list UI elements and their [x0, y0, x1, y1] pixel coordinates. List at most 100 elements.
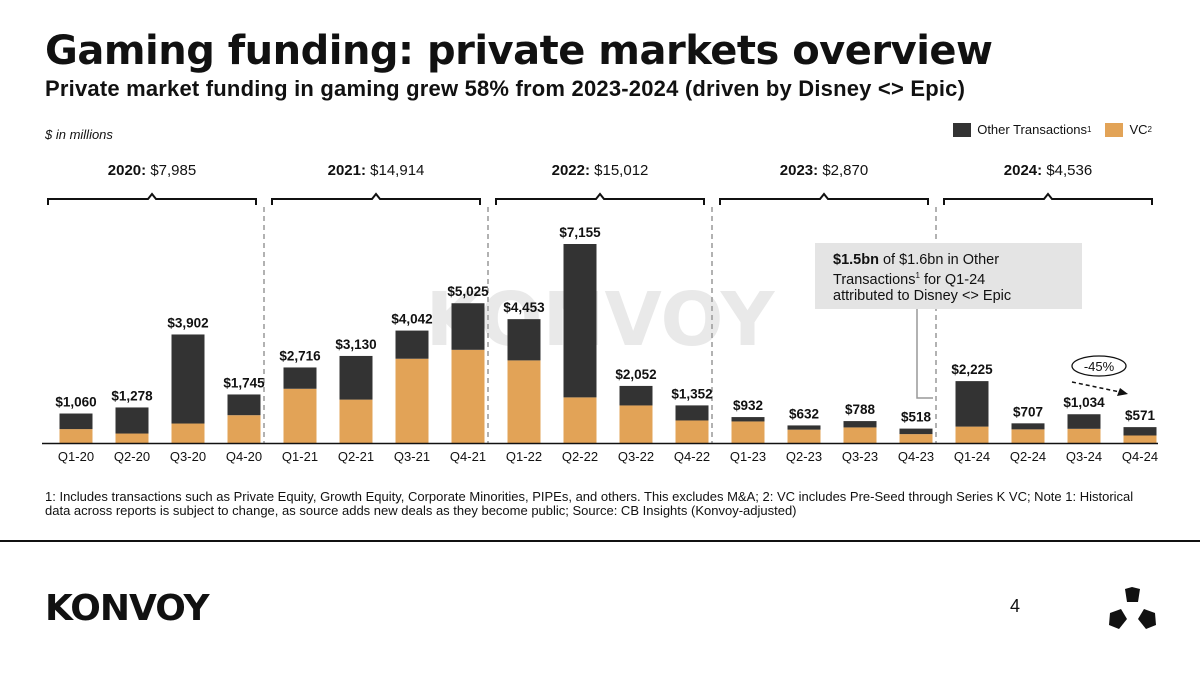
pct-annotation-oval — [1071, 355, 1127, 377]
year-bracket — [47, 192, 257, 205]
page-subtitle: Private market funding in gaming grew 58… — [45, 76, 966, 101]
legend-other-swatch — [953, 122, 972, 137]
bar-other-q3-21 — [395, 330, 429, 359]
total-label: $788 — [845, 402, 876, 417]
bar-vc-q3-21 — [395, 358, 429, 443]
total-label: $4,453 — [503, 300, 545, 315]
callout-text-1: of $1.6bn in Other — [878, 252, 1000, 268]
x-tick-label: Q2-21 — [338, 449, 374, 464]
funding-chart: KONVOY Q1-20 Q2-20 Q3-20 Q4-20 Q1-21 Q2-21 Q3-… — [42, 162, 1158, 464]
bar-other-q2-22 — [563, 244, 597, 398]
year-label-total: $2,870 — [818, 162, 868, 179]
bar-vc-q3-23 — [843, 427, 877, 443]
bar-vc-q1-21 — [283, 388, 317, 443]
bar-other-q3-22 — [619, 385, 653, 406]
legend-other-sup: 1 — [1087, 125, 1092, 134]
legend-vc-swatch — [1105, 122, 1124, 137]
year-label-year: 2023: — [780, 162, 818, 179]
bar-other-q1-21 — [283, 367, 317, 389]
total-label: $5,025 — [447, 284, 489, 299]
bar-vc-q3-22 — [619, 405, 653, 443]
year-label: 2024: $4,536 — [1004, 162, 1092, 179]
bar-vc-q4-22 — [675, 420, 709, 443]
x-tick-label: Q3-22 — [618, 449, 654, 464]
konvoy-mark-icon — [1109, 587, 1156, 629]
pct-annotation-arrowhead — [1117, 388, 1128, 396]
year-label-total: $7,985 — [146, 162, 196, 179]
callout-text-3: for Q1-24 — [919, 271, 986, 288]
x-tick-label: Q2-20 — [114, 449, 150, 464]
total-label: $571 — [1125, 408, 1156, 423]
bar-vc-q3-24 — [1067, 428, 1101, 443]
footer-rule — [0, 540, 1200, 542]
year-label: 2021: $14,914 — [328, 162, 425, 179]
year-label: 2023: $2,870 — [780, 162, 868, 179]
bar-vc-q4-24 — [1123, 435, 1157, 443]
total-label: $1,034 — [1063, 395, 1105, 410]
x-tick-label: Q1-20 — [58, 449, 94, 464]
total-label: $632 — [789, 406, 819, 421]
bar-other-q1-23 — [731, 417, 765, 422]
legend-vc: VC 2 — [1105, 122, 1152, 137]
bar-vc-q4-21 — [451, 349, 485, 443]
footnote: 1: Includes transactions such as Private… — [45, 489, 1134, 518]
page-number: 4 — [1010, 596, 1021, 616]
year-brackets — [47, 192, 1153, 205]
bar-other-q2-23 — [787, 425, 821, 430]
bar-vc-q2-24 — [1011, 429, 1045, 443]
x-tick-label: Q4-20 — [226, 449, 262, 464]
year-bracket — [271, 192, 481, 205]
bar-vc-q1-22 — [507, 360, 541, 443]
bar-vc-q3-20 — [171, 423, 205, 443]
bar-vc-q4-23 — [899, 434, 933, 443]
bar-other-q1-20 — [59, 413, 93, 430]
legend-vc-sup: 2 — [1147, 125, 1152, 134]
x-tick-label: Q1-23 — [730, 449, 766, 464]
total-label: $1,745 — [223, 375, 265, 390]
legend-other-label: Other Transactions — [977, 122, 1088, 137]
bar-other-q4-24 — [1123, 427, 1157, 436]
x-tick-label: Q4-24 — [1122, 449, 1158, 464]
pct-annotation-arrow — [1071, 381, 1121, 393]
unit-note: $ in millions — [45, 127, 113, 142]
pct-annotation-text: -45% — [1084, 359, 1115, 374]
year-label-total: $14,914 — [366, 162, 424, 179]
total-label: $3,130 — [335, 337, 376, 352]
x-tick-label: Q3-23 — [842, 449, 878, 464]
x-tick-label: Q2-24 — [1010, 449, 1046, 464]
year-bracket — [719, 192, 929, 205]
bar-vc-q2-22 — [563, 397, 597, 443]
year-label: 2020: $7,985 — [108, 162, 196, 179]
bars-group — [59, 244, 1157, 443]
bar-vc-q1-23 — [731, 421, 765, 443]
bar-other-q3-23 — [843, 421, 877, 428]
bar-other-q4-20 — [227, 394, 261, 416]
total-label: $1,278 — [111, 388, 153, 403]
x-tick-label: Q4-23 — [898, 449, 934, 464]
bar-vc-q2-21 — [339, 399, 373, 443]
page-title: Gaming funding: private markets overview — [45, 28, 993, 74]
year-label-total: $4,536 — [1042, 162, 1092, 179]
bar-vc-q2-23 — [787, 429, 821, 443]
total-label: $7,155 — [559, 225, 601, 240]
year-label-total: $15,012 — [590, 162, 648, 179]
total-label: $1,060 — [55, 395, 96, 410]
bar-vc-q1-24 — [955, 426, 989, 443]
bar-other-q1-24 — [955, 381, 989, 427]
brand-logo-text: KONVOY — [45, 588, 210, 629]
x-tick-label: Q3-20 — [170, 449, 206, 464]
total-label: $932 — [733, 398, 763, 413]
year-label: 2022: $15,012 — [552, 162, 649, 179]
year-labels: 2020: $7,985 2021: $14,914 2022: $15,012 20… — [108, 162, 1092, 179]
x-tick-label: Q4-22 — [674, 449, 710, 464]
callout-bold: $1.5bn — [833, 252, 879, 268]
total-label: $4,042 — [391, 312, 432, 327]
bar-other-q4-21 — [451, 303, 485, 350]
bar-other-q3-20 — [171, 334, 205, 424]
total-label: $2,225 — [951, 362, 993, 377]
bar-vc-q2-20 — [115, 433, 149, 443]
total-label: $518 — [901, 410, 932, 425]
x-tick-label: Q3-21 — [394, 449, 430, 464]
year-bracket — [495, 192, 705, 205]
x-tick-label: Q3-24 — [1066, 449, 1102, 464]
